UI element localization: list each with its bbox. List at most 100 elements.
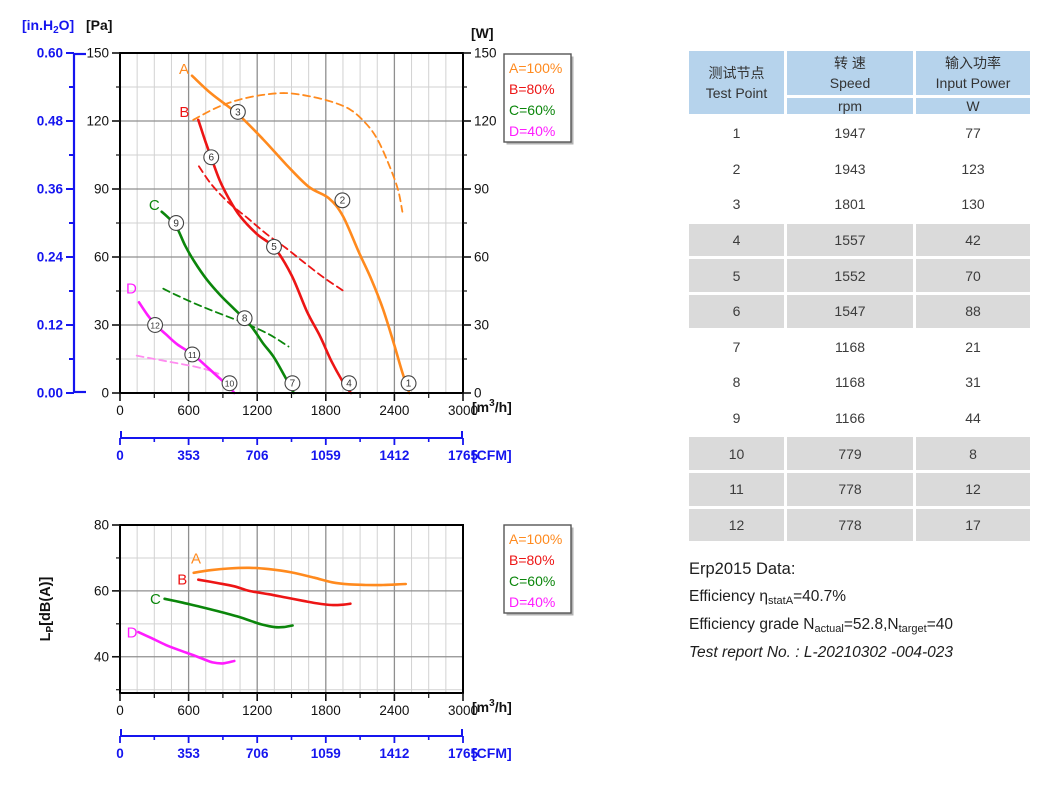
pa-tick-label: 0 (101, 386, 109, 401)
table-row: 9 1166 44 (689, 401, 1030, 435)
test-point-number: 7 (290, 379, 296, 390)
w-tick-label: 90 (474, 182, 489, 197)
test-point-number: 1 (406, 379, 412, 390)
header-test-point: 测试节点 Test Point (689, 51, 784, 114)
legend-item: A=100% (509, 60, 562, 76)
erp-efficiency-value: =40.7% (793, 588, 847, 605)
cell-test-point: 1 (689, 117, 784, 150)
erp-grade-line: Efficiency grade Nactual=52.8,Ntarget=40 (689, 616, 953, 635)
curve-a-static-pressure-pa- (190, 74, 411, 395)
erp-grade-sub-target: target (898, 623, 927, 635)
erp-test-report: Test report No. : L-20210302 -004-023 (689, 644, 953, 661)
cell-rpm: 778 (787, 472, 913, 506)
curve-label-A: A (191, 551, 201, 568)
erp-title: Erp2015 Data: (689, 560, 796, 578)
cell-rpm: 1547 (787, 294, 913, 328)
cell-rpm: 1166 (787, 401, 913, 435)
table-row: 6 1547 88 (689, 294, 1030, 328)
table-body: 1 1947 77 2 1943 123 3 1801 130 4 1557 42 5 1552 70 6 15… (689, 117, 1030, 542)
cell-power: 17 (916, 508, 1030, 542)
cell-power: 42 (916, 223, 1030, 257)
cell-test-point: 12 (689, 508, 784, 542)
cfm-tick-label: 1059 (311, 746, 341, 761)
cfm-tick-label: 706 (246, 448, 269, 463)
test-point-number: 3 (235, 107, 241, 118)
x-tick-label: 0 (116, 403, 124, 418)
cell-power: 44 (916, 401, 1030, 435)
test-point-number: 8 (242, 314, 248, 325)
cfm-axis-top-chart: 0 353 706 1059 1412 1765[CFM] (116, 431, 512, 463)
unit-rpm: rpm (787, 98, 913, 114)
table-row: 10 779 8 (689, 437, 1030, 470)
table-unit-row: rpm W (689, 98, 1030, 114)
curve-label-C: C (150, 591, 161, 608)
db-tick-label: 60 (94, 583, 109, 598)
test-point-marker-4: 4 (341, 375, 357, 392)
test-point-number: 4 (346, 379, 352, 390)
erp-grade-value: =40 (926, 616, 954, 633)
inh2o-axis: 0.00 0.12 0.24 0.36 0.48 0.60 [in.H2O] [Pa] (22, 17, 112, 401)
w-tick-label: 0 (474, 386, 482, 401)
curve-b-noise-db-a- (197, 578, 352, 607)
header-input-power: 输入功率 Input Power (916, 51, 1030, 95)
inh2o-tick-label: 0.24 (37, 250, 64, 265)
curve-d-noise-db-a- (137, 630, 236, 665)
cell-rpm: 1557 (787, 223, 913, 257)
cell-test-point: 3 (689, 188, 784, 221)
grid (120, 525, 463, 693)
test-point-marker-10: 10 (221, 375, 238, 392)
x-tick-label: 2400 (379, 703, 409, 718)
cell-rpm: 1943 (787, 152, 913, 186)
cell-power: 130 (916, 188, 1030, 221)
cell-power: 88 (916, 294, 1030, 328)
cell-power: 77 (916, 117, 1030, 150)
inh2o-tick-label: 0.36 (37, 182, 64, 197)
cfm-tick-label: 1412 (379, 448, 409, 463)
legend-item: C=60% (509, 102, 555, 118)
x-tick-label: 0 (116, 703, 124, 718)
x-tick-label: 3000 (448, 403, 478, 418)
table-row: 5 1552 70 (689, 259, 1030, 292)
w-axis-title: [W] (471, 25, 494, 41)
test-point-number: 2 (340, 196, 346, 207)
legend-item: C=60% (509, 573, 555, 589)
curve-label-B: B (177, 572, 187, 589)
cell-test-point: 7 (689, 330, 784, 364)
erp-efficiency-prefix: Efficiency η (689, 588, 768, 605)
table-row: 3 1801 130 (689, 188, 1030, 221)
table-row: 12 778 17 (689, 508, 1030, 542)
legend-item: A=100% (509, 531, 562, 547)
cell-test-point: 9 (689, 401, 784, 435)
table-row: 4 1557 42 (689, 223, 1030, 257)
legend-top-chart: A=100% B=80% C=60% D=40% (503, 53, 574, 145)
test-point-marker-11: 11 (184, 346, 201, 363)
cfm-tick-label: 353 (177, 746, 200, 761)
cell-rpm: 1552 (787, 259, 913, 292)
cell-test-point: 6 (689, 294, 784, 328)
pa-tick-label: 90 (94, 182, 109, 197)
cfm-tick-label: 1412 (379, 746, 409, 761)
cell-rpm: 778 (787, 508, 913, 542)
cell-power: 31 (916, 366, 1030, 399)
cell-test-point: 4 (689, 223, 784, 257)
pressure-power-chart: ABCD03060901201500306090120150[W]0.000.1… (22, 17, 512, 418)
cell-test-point: 10 (689, 437, 784, 470)
legend-item: B=80% (509, 81, 555, 97)
cell-rpm: 1168 (787, 330, 913, 364)
db-axis-title: LP[dB(A)] (38, 577, 56, 642)
cell-rpm: 1947 (787, 117, 913, 150)
cfm-tick-label: 0 (116, 448, 124, 463)
table-header-row: 测试节点 Test Point 转 速 Speed 输入功率 Input Pow… (689, 51, 1030, 114)
legend-item: D=40% (509, 123, 555, 139)
curve-c-input-power-w- (162, 287, 290, 348)
test-point-number: 5 (271, 242, 277, 253)
curve-label-D: D (126, 281, 137, 298)
pa-tick-label: 120 (86, 114, 109, 129)
cell-test-point: 5 (689, 259, 784, 292)
inh2o-tick-label: 0.60 (37, 46, 63, 61)
x-tick-label: 2400 (379, 403, 409, 418)
x-axis: 0 600 1200 1800 2400 3000[m3/h] (116, 693, 512, 718)
